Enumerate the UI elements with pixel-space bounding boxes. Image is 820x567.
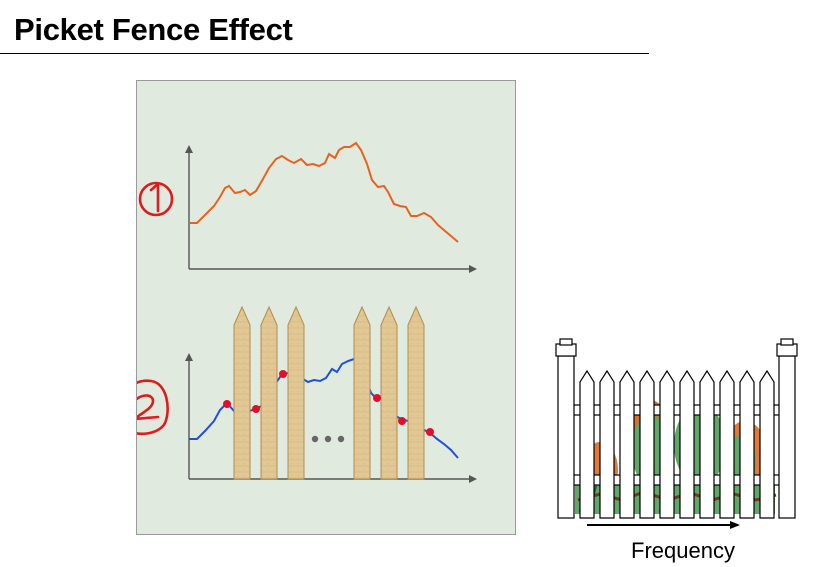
fence-posts: [555, 338, 798, 519]
sample-point: [426, 428, 434, 436]
picket-4: [353, 305, 371, 480]
picket-fence-icon: [555, 338, 798, 529]
fence-pickets: [233, 305, 425, 480]
true-spectrum-curve: [189, 141, 459, 243]
picket-2: [260, 305, 278, 480]
sample-point: [279, 370, 287, 378]
picket-6: [407, 305, 425, 480]
marker-1: [138, 181, 174, 217]
sample-point: [223, 400, 231, 408]
sample-points: [223, 370, 434, 436]
marker-2: [137, 379, 169, 436]
picket-5: [380, 305, 398, 480]
picket-3: [287, 305, 305, 480]
sample-point: [373, 394, 381, 402]
sample-point: [252, 405, 260, 413]
picket-1: [233, 305, 251, 480]
ellipsis-icon: [311, 435, 345, 443]
title-underline: [0, 53, 649, 54]
graph-2-axes: [185, 353, 477, 483]
graph-1-axes: [185, 145, 477, 273]
sample-point: [398, 417, 406, 425]
fence-boards: [579, 369, 775, 519]
frequency-label: Frequency: [631, 538, 735, 563]
diagram-canvas: [137, 141, 477, 483]
page-title: Picket Fence Effect: [14, 12, 293, 47]
diagram-panel: [136, 80, 516, 535]
